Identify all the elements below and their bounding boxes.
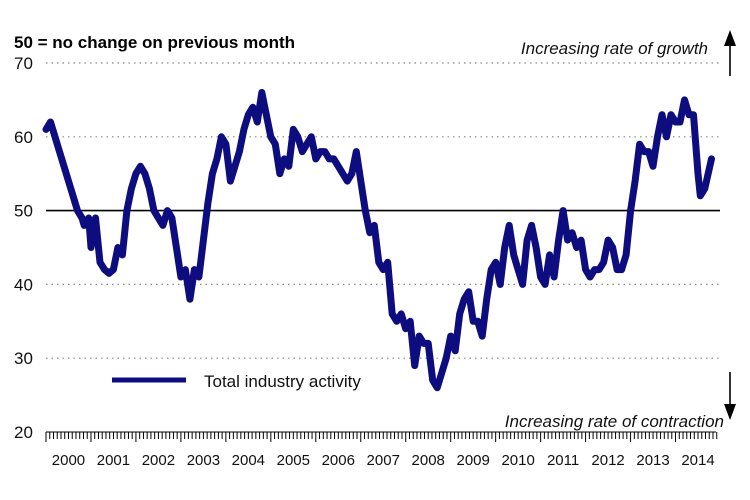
chart-note: 50 = no change on previous month	[14, 33, 295, 52]
grid	[46, 62, 720, 359]
x-tick-label: 2011	[547, 452, 579, 469]
x-tick-label: 2001	[97, 452, 130, 469]
y-tick-label: 70	[14, 54, 33, 73]
y-tick-label: 30	[14, 349, 33, 368]
x-axis: 2000 2001 2002 2003 2004 2005 2006 2007 2008 2009…	[52, 452, 715, 469]
x-tick-label: 2008	[412, 452, 445, 469]
x-tick-label: 2010	[501, 452, 534, 469]
x-tick-label: 2002	[142, 452, 175, 469]
x-tick-label: 2014	[681, 452, 714, 469]
x-axis-minor-ticks	[45, 432, 718, 442]
y-tick-label: 50	[14, 202, 33, 221]
annotation-contraction: Increasing rate of contraction	[505, 412, 724, 431]
x-tick-label: 2013	[636, 452, 669, 469]
y-tick-label: 20	[14, 423, 33, 442]
arrow-down-icon	[724, 372, 736, 420]
y-tick-label: 60	[14, 128, 33, 147]
legend-label: Total industry activity	[204, 372, 361, 391]
x-tick-label: 2012	[591, 452, 624, 469]
x-tick-label: 2004	[232, 452, 265, 469]
x-tick-label: 2007	[367, 452, 400, 469]
x-tick-label: 2000	[52, 452, 85, 469]
legend: Total industry activity	[112, 372, 361, 391]
series-line-total-industry-activity	[42, 89, 715, 392]
x-tick-label: 2003	[187, 452, 220, 469]
y-tick-label: 40	[14, 275, 33, 294]
arrow-up-icon	[724, 30, 736, 76]
y-axis: 20 30 40 50 60 70	[14, 54, 33, 442]
x-tick-label: 2005	[277, 452, 310, 469]
annotation-growth: Increasing rate of growth	[521, 39, 708, 58]
x-tick-label: 2006	[322, 452, 355, 469]
x-tick-label: 2009	[456, 452, 489, 469]
